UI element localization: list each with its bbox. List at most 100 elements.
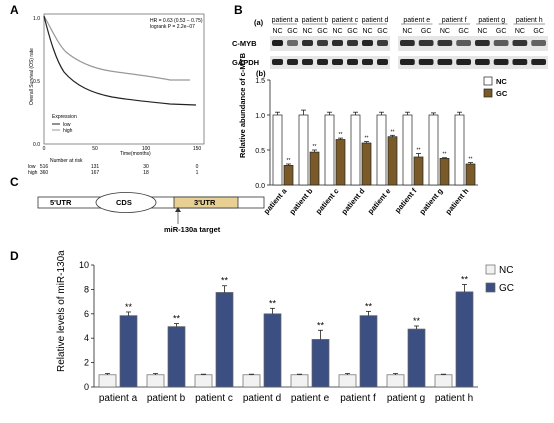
blot-patient-label: patient g xyxy=(478,17,505,24)
blot-band-gapdh xyxy=(362,59,373,65)
blot-band-cmyb xyxy=(362,40,373,46)
blot-patient-label: patient d xyxy=(362,17,389,24)
risk-low-2: 30 xyxy=(143,164,149,170)
blot-band-gapdh xyxy=(437,59,453,65)
panel-a-letter: A xyxy=(10,3,19,17)
bar-nc xyxy=(402,114,413,186)
chart-d: 0 2 4 6 8 10 ** patient a ** patient b ** patient c… xyxy=(79,260,514,404)
blot-lane-nc: NC xyxy=(302,28,312,35)
x-category-label: patient h xyxy=(435,393,473,404)
blot-band-cmyb xyxy=(475,40,490,46)
blot-band-gapdh xyxy=(512,59,528,65)
legend-label-nc: NC xyxy=(499,265,513,276)
blot-band-gapdh xyxy=(456,59,471,65)
survival-legend-low: low xyxy=(63,122,71,128)
blot-band-gapdh xyxy=(531,59,546,65)
surv-ytick-1: 1.0 xyxy=(33,16,40,22)
legend-label-gc: GC xyxy=(496,89,508,98)
blot-lane-gc: GC xyxy=(347,28,358,35)
x-category-label: patient f xyxy=(393,186,419,215)
bar-nc xyxy=(338,374,357,388)
bar-nc xyxy=(298,114,309,186)
target-label: miR-130a target xyxy=(164,225,221,234)
panel-d-letter: D xyxy=(10,249,19,263)
bar-gc xyxy=(263,313,282,388)
blot-patient-label: patient h xyxy=(516,17,543,24)
risk-high-3: 1 xyxy=(196,170,199,176)
blot-strip-gapdh-0 xyxy=(270,56,390,69)
significance-mark: ** xyxy=(461,275,469,285)
western-blot-label: (a) xyxy=(254,18,264,27)
x-category-label: patient h xyxy=(444,186,471,216)
surv-xtick-150: 150 xyxy=(193,146,202,152)
bar-chart-label: (b) xyxy=(256,69,266,78)
blot-band-cmyb xyxy=(456,40,471,46)
y-tick-label: 0 xyxy=(84,382,89,392)
legend-swatch-gc xyxy=(483,88,493,98)
bar-nc xyxy=(290,374,309,388)
bar-gc xyxy=(119,315,138,388)
survival-legend-high: high xyxy=(63,128,73,134)
blot-row-cmyb: C-MYB xyxy=(232,39,257,48)
bar-nc xyxy=(98,374,117,388)
risk-low-3: 0 xyxy=(196,164,199,170)
surv-xtick-100: 100 xyxy=(142,146,151,152)
blot-band-gapdh xyxy=(493,59,509,65)
survival-curve-low xyxy=(43,15,197,106)
y-tick-label: 8 xyxy=(84,284,89,294)
surv-ytick-05: 0.5 xyxy=(33,79,40,85)
significance-mark: ** xyxy=(173,314,181,324)
target-arrowhead xyxy=(175,207,181,212)
x-category-label: patient g xyxy=(387,393,425,404)
bar-nc xyxy=(194,374,213,388)
bar-gc xyxy=(439,158,450,186)
blot-lane-nc: NC xyxy=(515,28,525,35)
x-category-label: patient e xyxy=(366,187,393,216)
x-category-label: patient a xyxy=(99,393,138,404)
x-category-label: patient c xyxy=(314,187,341,216)
blot-lane-gc: GC xyxy=(377,28,388,35)
bar-gc xyxy=(387,136,398,186)
blot-band-cmyb xyxy=(493,40,509,46)
x-category-label: patient g xyxy=(418,186,445,216)
significance-mark: ** xyxy=(221,276,229,286)
cds-ellipse xyxy=(95,192,157,213)
bar-gc xyxy=(361,142,372,186)
blot-lane-nc: NC xyxy=(477,28,487,35)
chart-b-ylabel: Relative abundance of c-MYB xyxy=(238,52,247,158)
panel-b-letter: B xyxy=(234,3,243,17)
western-blot xyxy=(270,36,548,69)
surv-xtick-50: 50 xyxy=(92,146,98,152)
hazard-ratio-text: HR = 0.63 (0.53 − 0.75) xyxy=(150,18,203,24)
bar-nc xyxy=(434,374,453,388)
bar-nc xyxy=(272,114,283,186)
x-category-label: patient a xyxy=(262,186,289,216)
blot-lane-nc: NC xyxy=(440,28,450,35)
bar-nc xyxy=(324,114,335,186)
blot-band-gapdh xyxy=(332,59,343,65)
significance-mark: ** xyxy=(469,157,473,163)
bar-gc xyxy=(335,139,346,186)
blot-lane-gc: GC xyxy=(317,28,328,35)
bar-gc xyxy=(455,291,474,388)
x-category-label: patient f xyxy=(340,393,376,404)
bar-nc xyxy=(428,114,439,186)
bar-gc xyxy=(283,165,294,186)
blot-band-cmyb xyxy=(272,40,283,46)
blot-patient-label: patient a xyxy=(272,17,299,24)
blot-band-cmyb xyxy=(437,40,453,46)
significance-mark: ** xyxy=(391,129,395,135)
survival-ylabel: Overall Survival (OS) rate xyxy=(29,48,35,105)
legend-label-gc: GC xyxy=(499,283,514,294)
blot-lane-nc: NC xyxy=(362,28,372,35)
blot-band-gapdh xyxy=(302,59,313,65)
utr5-label: 5'UTR xyxy=(50,198,72,207)
bar-gc xyxy=(413,156,424,186)
blot-patient-label: patient b xyxy=(302,17,329,24)
legend-label-nc: NC xyxy=(496,77,507,86)
survival-xlabel: Time(months) xyxy=(120,151,151,157)
significance-mark: ** xyxy=(287,158,291,164)
blot-band-cmyb xyxy=(347,40,358,46)
blot-band-cmyb xyxy=(512,40,528,46)
x-category-label: patient c xyxy=(195,393,233,404)
